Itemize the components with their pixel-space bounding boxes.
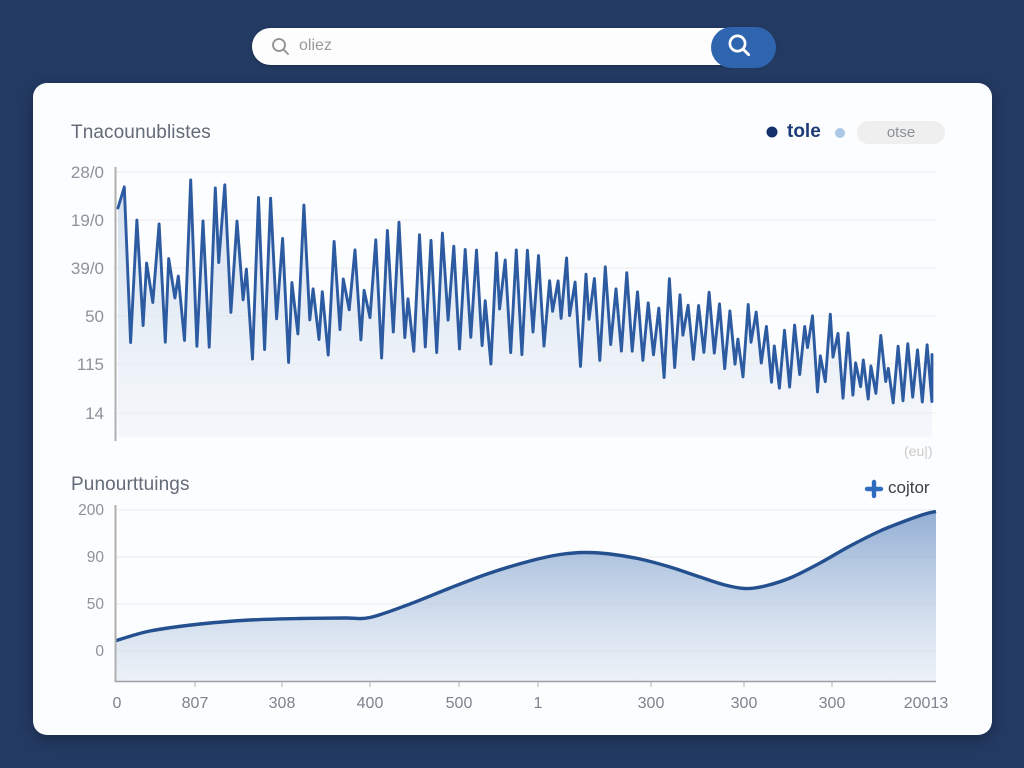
svg-text:300: 300 (731, 695, 758, 712)
svg-text:0: 0 (113, 695, 122, 712)
svg-text:200: 200 (78, 502, 104, 519)
svg-text:807: 807 (182, 695, 209, 712)
svg-text:90: 90 (87, 549, 105, 566)
svg-text:115: 115 (77, 355, 104, 374)
svg-text:50: 50 (85, 307, 104, 326)
svg-text:300: 300 (638, 695, 665, 712)
svg-text:500: 500 (446, 695, 473, 712)
svg-text:0: 0 (95, 643, 104, 660)
svg-text:28/0: 28/0 (71, 163, 104, 182)
svg-text:300: 300 (819, 695, 846, 712)
svg-text:14: 14 (85, 404, 104, 423)
svg-text:400: 400 (357, 695, 384, 712)
svg-text:20013: 20013 (904, 695, 949, 712)
svg-text:1: 1 (534, 695, 543, 712)
svg-text:50: 50 (87, 596, 105, 613)
svg-text:19/0: 19/0 (71, 211, 104, 230)
svg-text:308: 308 (269, 695, 296, 712)
svg-text:39/0: 39/0 (71, 259, 104, 278)
